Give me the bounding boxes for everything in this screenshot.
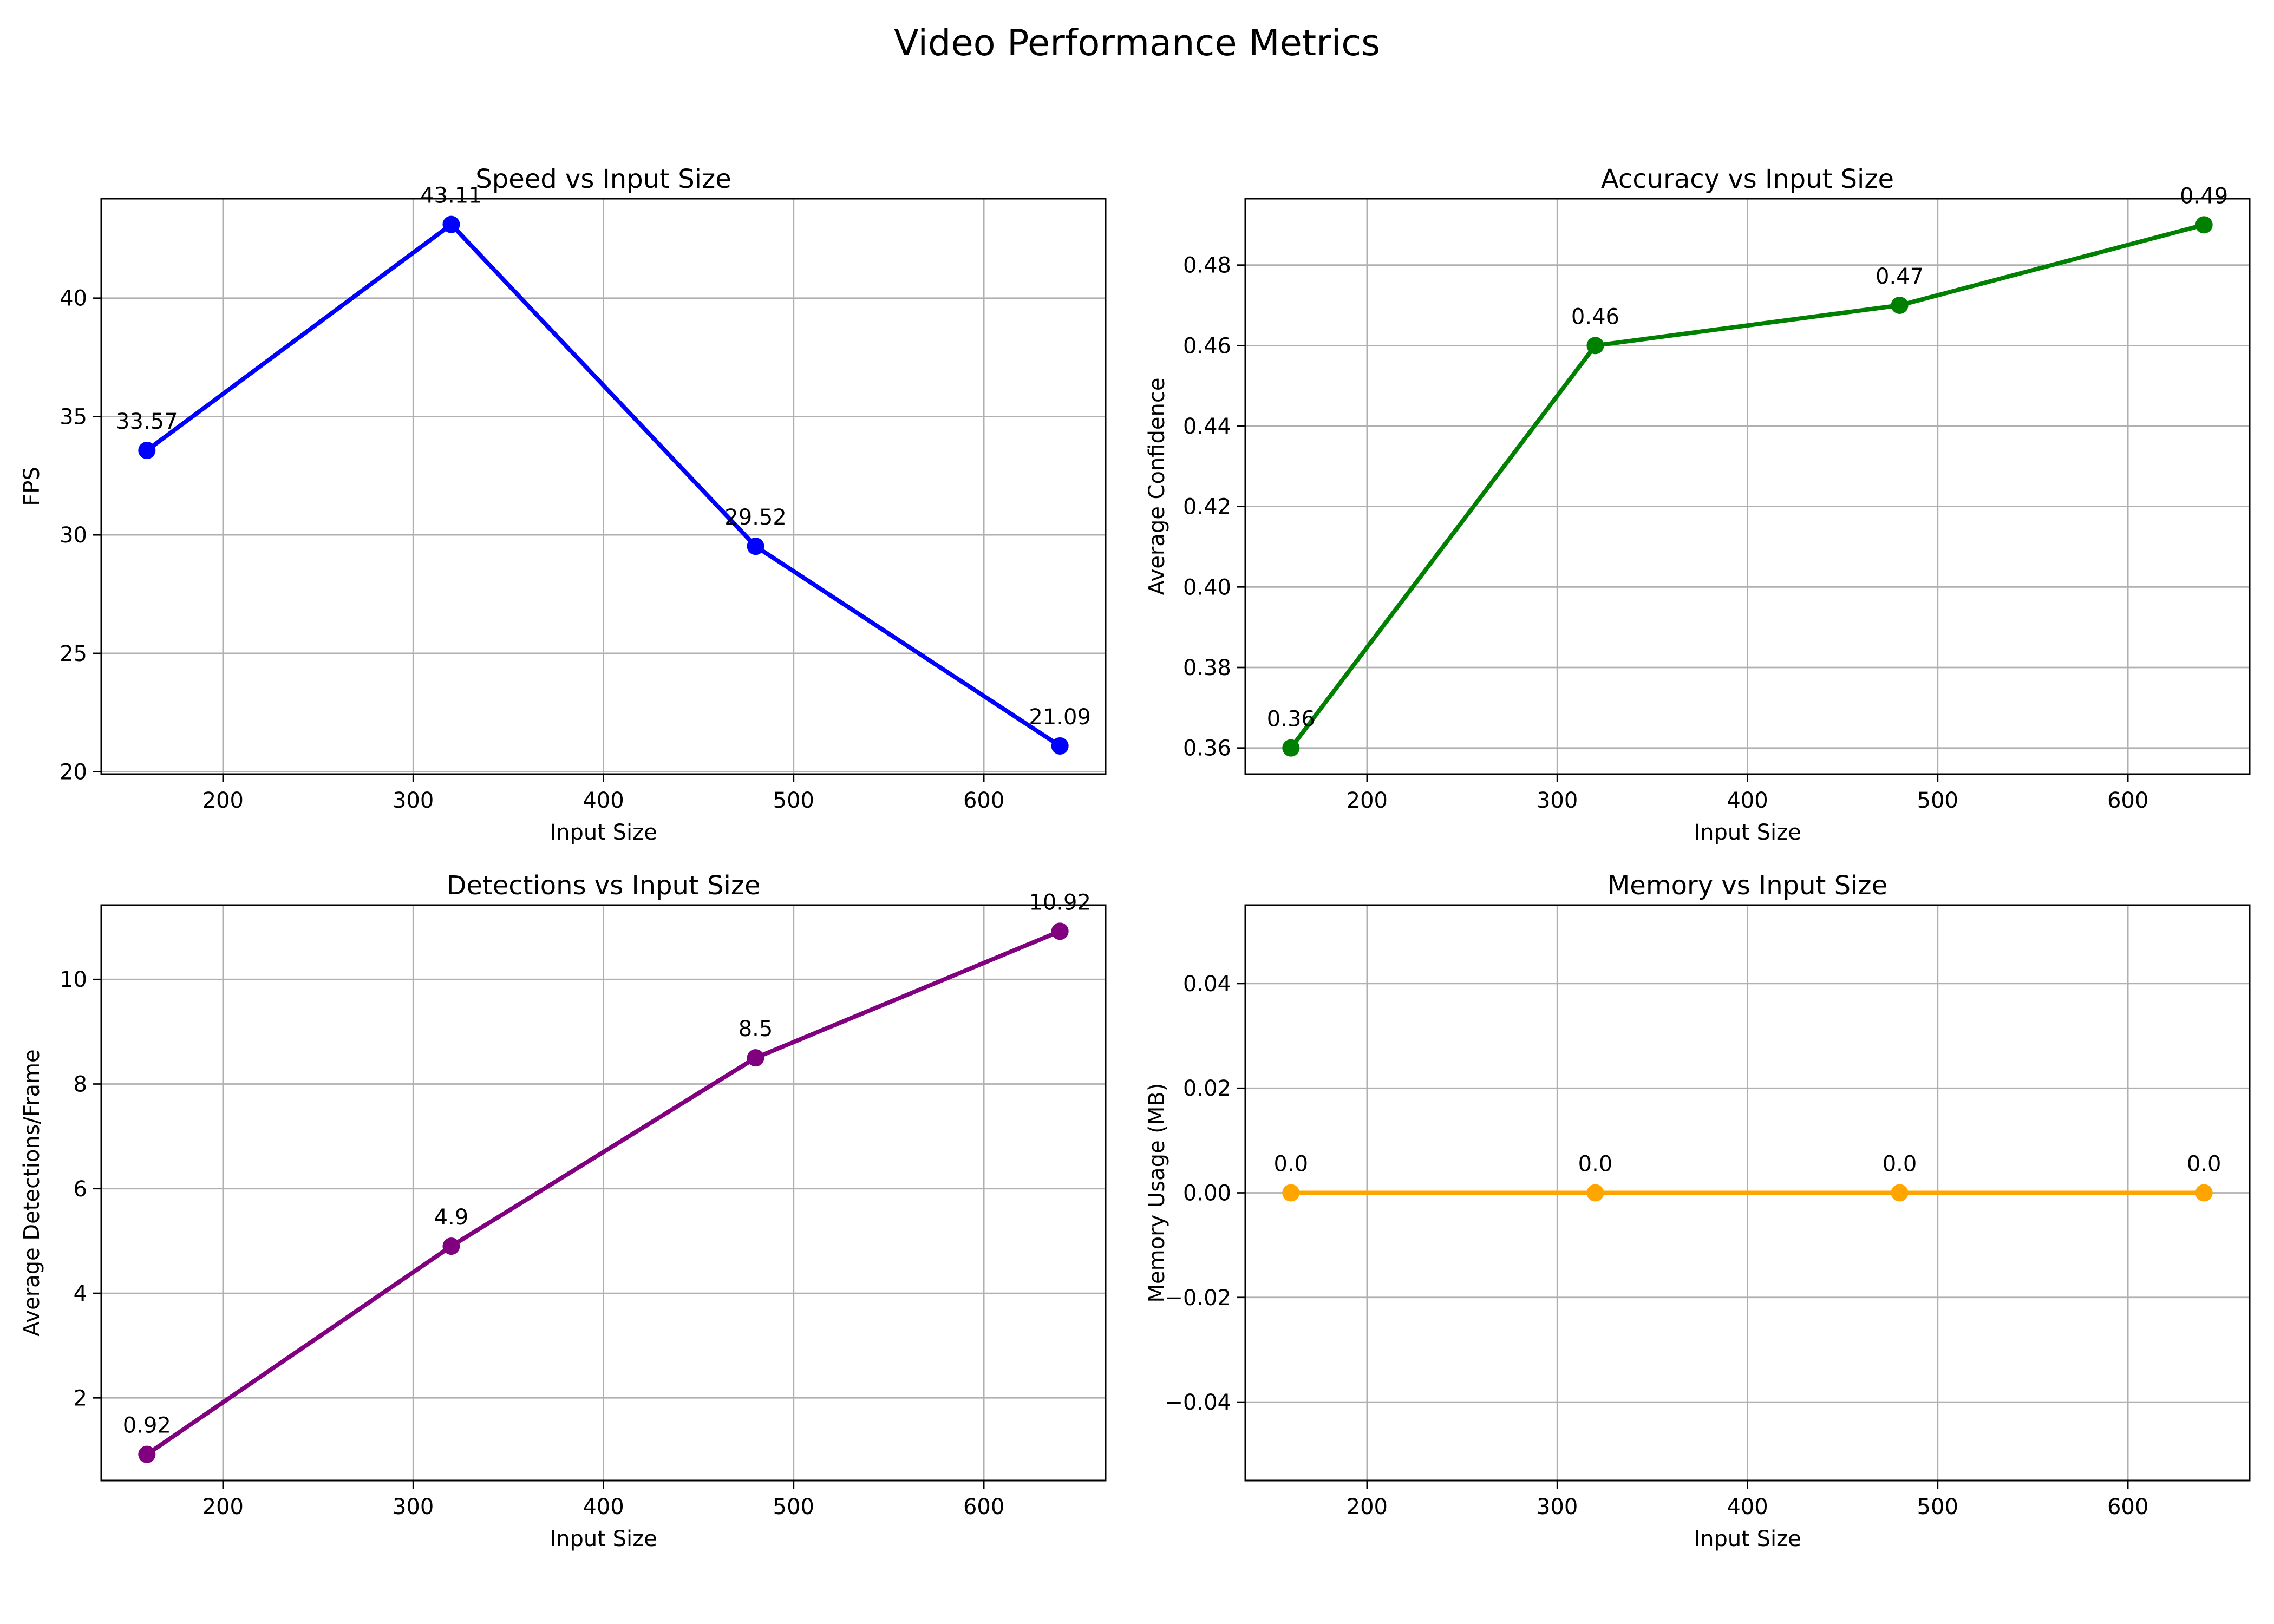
y-tick-label: 0.00	[1183, 1181, 1231, 1206]
x-tick-label: 300	[1537, 1495, 1578, 1520]
data-point	[1051, 737, 1069, 755]
x-tick-label: 600	[2107, 1495, 2148, 1520]
data-point	[138, 442, 156, 460]
y-tick-label: 8	[74, 1072, 87, 1097]
x-tick-label: 600	[963, 788, 1004, 813]
subplot-title: Speed vs Input Size	[475, 164, 731, 194]
y-axis-label: Memory Usage (MB)	[1145, 1083, 1169, 1303]
x-tick-label: 200	[202, 1495, 244, 1520]
series-line	[145, 222, 1062, 748]
x-axis-label: Input Size	[1694, 1527, 1801, 1551]
x-axis-label: Input Size	[550, 820, 657, 845]
data-point	[1586, 337, 1604, 355]
data-point	[442, 215, 460, 233]
x-tick-label: 400	[1727, 1495, 1768, 1520]
subplot-title: Detections vs Input Size	[446, 870, 760, 901]
y-tick-label: −0.02	[1165, 1286, 1231, 1311]
data-point	[2195, 1184, 2213, 1202]
axes-frame	[100, 904, 1107, 1482]
subplot-3: 200 300 400 500 600 2 4 6 8 10 0.92 4.9 8.5 10.92 Dete…	[19, 870, 1107, 1551]
data-point	[442, 1237, 460, 1255]
series-line	[145, 929, 1062, 1457]
y-axis-label: Average Confidence	[1145, 378, 1169, 595]
data-label: 0.0	[2187, 1152, 2221, 1177]
y-tick-label: 25	[60, 641, 87, 666]
data-label: 0.49	[2180, 184, 2228, 208]
data-point	[1282, 739, 1300, 757]
axes-frame	[100, 198, 1107, 775]
y-tick-label: 35	[60, 404, 87, 429]
data-point	[2195, 216, 2213, 234]
x-tick-label: 600	[2107, 788, 2148, 813]
x-tick-label: 500	[1917, 788, 1958, 813]
x-tick-label: 400	[1727, 788, 1768, 813]
data-label: 8.5	[739, 1017, 773, 1042]
y-tick-label: 0.02	[1183, 1076, 1231, 1101]
data-point	[747, 538, 764, 555]
y-tick-label: 30	[60, 523, 87, 548]
subplot-4: 200 300 400 500 600 −0.04 −0.02 0.00 0.02 0.04 0.0…	[1145, 870, 2251, 1551]
data-label: 43.11	[420, 184, 482, 208]
y-tick-label: 2	[74, 1386, 87, 1411]
data-label: 29.52	[724, 505, 787, 530]
data-point	[1051, 922, 1069, 940]
data-point	[1586, 1184, 1604, 1202]
y-tick-label: 0.04	[1183, 972, 1231, 997]
x-axis-label: Input Size	[550, 1527, 657, 1551]
x-tick-label: 200	[202, 788, 244, 813]
x-tick-label: 300	[393, 788, 434, 813]
data-label: 0.36	[1267, 707, 1315, 732]
x-tick-label: 500	[1917, 1495, 1958, 1520]
x-tick-label: 500	[773, 788, 814, 813]
data-label: 0.0	[1578, 1152, 1613, 1177]
subplot-title: Accuracy vs Input Size	[1601, 164, 1894, 194]
data-label: 10.92	[1029, 890, 1091, 915]
figure-title: Video Performance Metrics	[893, 22, 1381, 64]
data-label: 0.46	[1571, 304, 1619, 329]
subplot-title: Memory vs Input Size	[1608, 870, 1887, 901]
data-label: 33.57	[116, 409, 178, 434]
data-point	[1282, 1184, 1300, 1202]
y-axis-label: Average Detections/Frame	[19, 1049, 44, 1336]
x-axis-label: Input Size	[1694, 820, 1801, 845]
y-tick-label: 6	[74, 1177, 87, 1202]
data-label: 0.92	[123, 1413, 171, 1438]
data-label: 21.09	[1029, 705, 1091, 730]
x-tick-label: 400	[583, 1495, 624, 1520]
x-tick-label: 400	[583, 788, 624, 813]
data-point	[138, 1445, 156, 1463]
data-point	[747, 1049, 764, 1067]
data-label: 0.47	[1876, 264, 1924, 289]
series-line	[1289, 222, 2206, 750]
y-tick-label: 0.42	[1183, 495, 1231, 520]
y-tick-label: 0.40	[1183, 575, 1231, 600]
x-tick-label: 200	[1347, 788, 1388, 813]
data-point	[1891, 296, 1909, 314]
y-tick-label: 4	[74, 1281, 87, 1306]
y-tick-label: 0.36	[1183, 736, 1231, 761]
subplot-1: 200 300 400 500 600 20 25 30 35 40 33.57 43.11 29.52…	[19, 164, 1107, 845]
x-tick-label: 200	[1347, 1495, 1388, 1520]
y-tick-label: 0.46	[1183, 333, 1231, 358]
y-tick-label: 10	[60, 967, 87, 992]
data-point	[1891, 1184, 1909, 1202]
y-tick-label: −0.04	[1165, 1390, 1231, 1415]
y-tick-label: 0.38	[1183, 656, 1231, 680]
data-label: 0.0	[1274, 1152, 1309, 1177]
x-tick-label: 300	[1537, 788, 1578, 813]
y-tick-label: 40	[60, 286, 87, 311]
data-label: 0.0	[1883, 1152, 1917, 1177]
x-tick-label: 300	[393, 1495, 434, 1520]
subplot-2: 200 300 400 500 600 0.36 0.38 0.40 0.42 0.44 0.46 0…	[1145, 164, 2251, 845]
x-tick-label: 600	[963, 1495, 1004, 1520]
y-tick-label: 0.48	[1183, 253, 1231, 278]
y-tick-label: 0.44	[1183, 414, 1231, 439]
y-axis-label: FPS	[19, 467, 44, 506]
x-tick-label: 500	[773, 1495, 814, 1520]
axes-frame	[1244, 198, 2251, 775]
data-label: 4.9	[434, 1205, 469, 1230]
y-tick-label: 20	[60, 760, 87, 785]
axes-frame	[1244, 904, 2251, 1482]
